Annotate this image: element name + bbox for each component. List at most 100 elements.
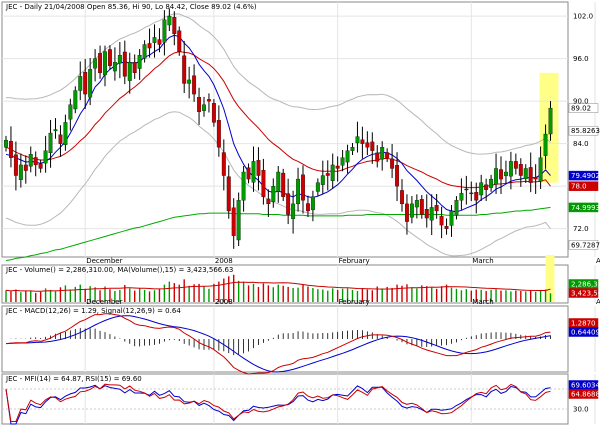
y-axis-ticks: 102.096.090.084.078.072.070.030.0 [573, 13, 593, 414]
candle-body [152, 37, 157, 43]
candle-body [177, 30, 182, 52]
x-axis-label: December [86, 257, 122, 265]
candle-body [365, 142, 370, 148]
candle-body [58, 134, 63, 144]
candle-body [78, 76, 83, 91]
candle-body [375, 152, 380, 162]
volume-ma-flag: 3,423,567 [571, 290, 600, 298]
candle-body [325, 173, 330, 176]
macd-indicator [5, 313, 551, 375]
candle-body [197, 97, 201, 112]
candle-body [444, 226, 449, 229]
candle-body [182, 55, 187, 84]
candle-body [291, 203, 296, 219]
candle-body [390, 158, 395, 169]
mfi-legend: JEC - MFI(14) = 64.87, RSI(15) = 69.60 [5, 375, 142, 383]
candle-body [53, 129, 58, 132]
candle-body [83, 71, 88, 95]
candle-body [538, 157, 543, 182]
rsi-tick-label: 30.0 [573, 406, 589, 414]
candle-body [479, 182, 484, 196]
candle-body [117, 54, 122, 64]
candle-body [221, 152, 226, 176]
candle-body [548, 107, 553, 135]
candle-body [127, 62, 132, 81]
candle-body [494, 168, 498, 185]
candle-body [484, 184, 489, 190]
candle-body [489, 178, 494, 188]
candle-body [513, 161, 518, 169]
ma-mid-flag: 78.0 [571, 183, 587, 191]
highlight-box-volume [545, 255, 555, 302]
macd-line [5, 313, 551, 375]
ma-long-flag: 74.9993 [571, 204, 600, 212]
candle-body [518, 164, 523, 176]
candle-body [142, 44, 147, 59]
candle-body [464, 188, 469, 191]
candle-body [132, 62, 137, 73]
x-axis-label: December [86, 298, 122, 306]
candle-body [206, 99, 211, 102]
candle-body [350, 147, 355, 151]
x-axis-label: April [596, 257, 600, 265]
candle-body [439, 216, 444, 226]
candle-body [523, 168, 528, 179]
candle-body [320, 175, 325, 185]
candle-body [424, 209, 429, 219]
x-axis-label: 2008 [215, 298, 233, 306]
lower-band-flag-bg [568, 240, 599, 250]
macd-signal-flag: 0.644095 [571, 329, 600, 337]
rsi-flag: 69.6034 [571, 382, 600, 390]
x-axis-label: 2008 [215, 257, 233, 265]
candle-body [305, 203, 310, 212]
candle-body [286, 193, 291, 215]
x-axis-label: April [596, 298, 600, 306]
volume-ma-line [5, 281, 551, 292]
x-axis-label: March [472, 257, 493, 265]
candle-body [370, 141, 375, 151]
upper-band-flag-bg [568, 125, 599, 136]
candle-body [266, 198, 271, 205]
candle-body [414, 200, 419, 208]
close-price-flag: 89.02 [571, 105, 591, 113]
candle-body [508, 161, 513, 177]
candle-body [400, 190, 404, 205]
candle-body [93, 58, 98, 69]
candle-body [434, 205, 439, 212]
price-tick-label: 96.0 [573, 55, 589, 63]
candle-body [429, 207, 434, 221]
candle-body [112, 62, 117, 72]
candle-body [395, 165, 399, 187]
candle-body [330, 164, 335, 182]
price-tick-label: 102.0 [573, 13, 593, 21]
lower-band-line [5, 111, 551, 257]
candle-body [251, 161, 256, 183]
volume-panel-frame [1, 264, 569, 304]
candle-body [449, 210, 454, 226]
volume-ma-flag-bg [568, 288, 599, 298]
macd-signal-line [5, 315, 551, 373]
close-price-flag-bg [568, 103, 599, 113]
candle-body [459, 193, 464, 201]
candle-body [281, 172, 286, 197]
candle-body [301, 174, 305, 201]
candle-body [192, 75, 197, 95]
ma-short-flag: 79.4902 [571, 172, 600, 180]
candle-body [157, 39, 162, 45]
candle-body [261, 170, 266, 197]
mfi-panel-frame [1, 373, 569, 425]
candle-body [231, 207, 236, 236]
volume-legend: JEC - Volume() = 2,286,310.00, MA(Volume… [5, 266, 233, 274]
candle-body [454, 200, 459, 216]
candle-body [404, 203, 409, 222]
candlesticks [4, 8, 553, 249]
ma-mid-line [5, 51, 551, 189]
candle-body [360, 139, 365, 144]
x-axis-label: February [339, 298, 370, 306]
x-axis-label: March [472, 298, 493, 306]
candle-body [296, 178, 300, 205]
candle-body [172, 17, 177, 35]
candle-body [419, 199, 424, 215]
candle-body [340, 157, 345, 166]
